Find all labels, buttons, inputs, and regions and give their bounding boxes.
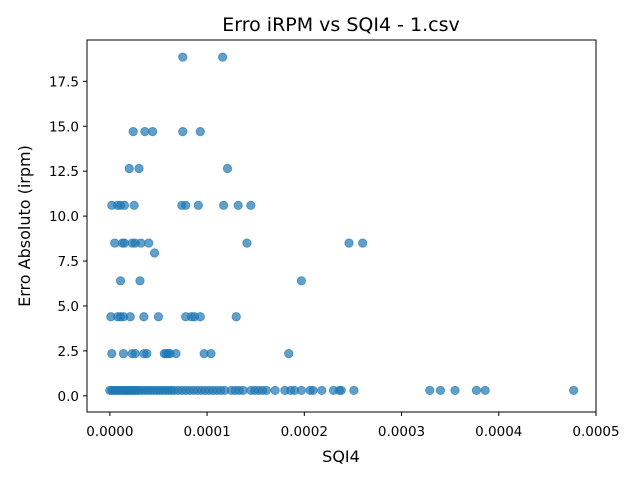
y-tick-label-6: 15.0 (49, 119, 79, 135)
data-point-6 (195, 127, 205, 137)
y-tick-label-0: 0.0 (58, 389, 79, 405)
data-point-9 (222, 163, 233, 174)
chart-title: Erro iRPM vs SQI4 - 1.csv (222, 14, 459, 36)
data-point-23 (119, 238, 130, 248)
y-tick-label-5: 12.5 (49, 164, 79, 180)
data-point-26 (136, 238, 146, 248)
x-tick-label-1: 0.0001 (183, 424, 230, 440)
data-point-59 (206, 348, 216, 359)
data-point-13 (119, 200, 130, 210)
data-point-3 (140, 127, 150, 137)
data-point-50 (130, 348, 140, 359)
data-point-127 (480, 385, 490, 396)
x-tick-label-0: 0.0000 (86, 424, 133, 440)
data-point-31 (149, 248, 160, 258)
data-point-47 (107, 348, 117, 359)
data-point-118 (317, 385, 327, 396)
data-point-20 (246, 200, 256, 210)
data-point-39 (125, 312, 135, 322)
data-point-48 (118, 348, 129, 359)
data-point-4 (148, 127, 158, 137)
x-tick-label-3: 0.0003 (378, 424, 425, 440)
data-point-110 (261, 385, 271, 396)
y-axis-label: Erro Absoluto (irpm) (15, 145, 34, 307)
data-point-105 (238, 385, 248, 396)
data-point-30 (358, 238, 368, 248)
data-point-19 (233, 200, 243, 210)
data-point-8 (134, 163, 144, 174)
data-point-115 (296, 385, 306, 396)
data-point-16 (181, 200, 191, 210)
x-tick-label-4: 0.0004 (475, 424, 522, 440)
data-point-2 (128, 127, 138, 137)
data-point-121 (336, 385, 346, 396)
data-point-125 (450, 385, 460, 396)
x-tick-label-5: 0.0005 (572, 424, 619, 440)
data-point-0 (178, 52, 188, 62)
data-points (105, 52, 579, 396)
data-point-45 (195, 312, 205, 322)
data-point-14 (129, 200, 139, 210)
data-point-126 (471, 385, 482, 396)
y-tick-label-2: 5.0 (58, 299, 79, 315)
data-point-57 (171, 348, 181, 359)
data-point-128 (569, 385, 579, 396)
data-point-124 (435, 385, 446, 396)
data-point-28 (242, 238, 252, 248)
y-tick-label-1: 2.5 (58, 344, 79, 360)
data-point-29 (344, 238, 354, 248)
data-point-111 (270, 385, 280, 396)
data-point-1 (218, 52, 228, 62)
data-point-46 (231, 312, 241, 322)
data-point-117 (308, 385, 318, 396)
data-point-7 (124, 163, 134, 174)
data-point-34 (296, 276, 306, 286)
x-axis-label: SQI4 (322, 447, 360, 466)
data-point-32 (115, 276, 126, 286)
data-point-122 (349, 385, 359, 396)
x-tick-label-2: 0.0002 (281, 424, 328, 440)
data-point-33 (135, 276, 145, 286)
data-point-21 (110, 238, 120, 248)
data-point-27 (144, 238, 154, 248)
data-point-5 (178, 127, 188, 137)
data-point-41 (153, 312, 164, 322)
data-point-123 (425, 385, 435, 396)
y-axis-ticks: 0.0 2.5 5.0 7.5 10.0 12.5 15.0 17.5 (49, 74, 87, 405)
data-point-52 (142, 348, 152, 359)
y-tick-label-7: 17.5 (49, 74, 79, 90)
x-axis-ticks: 0.0000 0.0001 0.0002 0.0003 0.0004 0.0005 (86, 412, 620, 440)
data-point-60 (284, 348, 294, 359)
data-point-40 (139, 312, 149, 322)
data-point-17 (193, 200, 203, 210)
y-tick-label-4: 10.0 (49, 209, 79, 225)
data-point-18 (219, 200, 229, 210)
plot-frame (86, 39, 597, 413)
y-tick-label-3: 7.5 (58, 254, 79, 270)
